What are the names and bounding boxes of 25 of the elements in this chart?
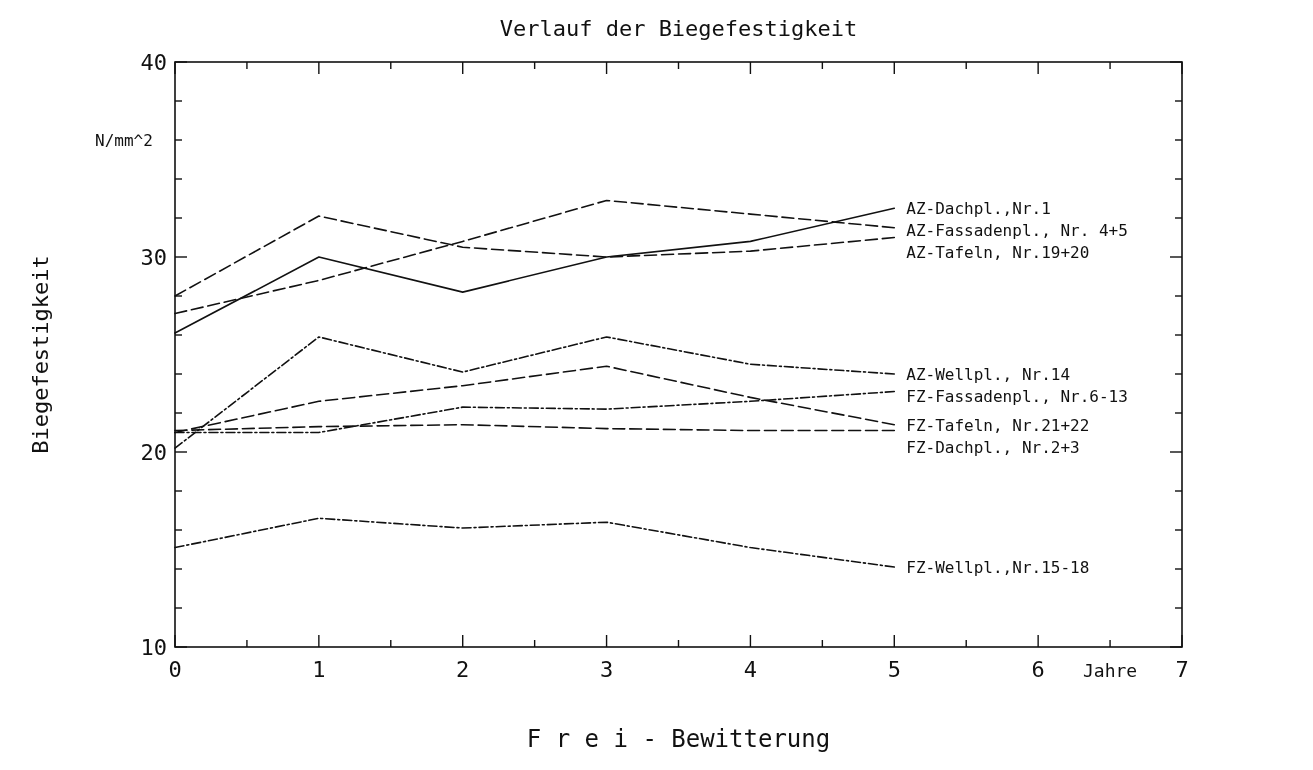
y-tick-label: 30 bbox=[140, 245, 167, 270]
series-label: AZ-Fassadenpl., Nr. 4+5 bbox=[906, 221, 1128, 241]
series-label: FZ-Dachpl., Nr.2+3 bbox=[906, 437, 1080, 457]
series-label: AZ-Tafeln, Nr.19+20 bbox=[906, 243, 1090, 263]
y-tick-label: 20 bbox=[140, 440, 167, 465]
y-tick-label: 10 bbox=[140, 635, 167, 660]
series-label: FZ-Tafeln, Nr.21+22 bbox=[906, 415, 1090, 435]
series-label: AZ-Dachpl.,Nr.1 bbox=[906, 199, 1051, 219]
x-tick-label: 2 bbox=[456, 657, 470, 682]
y-tick-label: 40 bbox=[140, 50, 167, 75]
x-tick-label: 3 bbox=[599, 657, 614, 682]
x-tick-label: 7 bbox=[1175, 657, 1189, 682]
series-label: AZ-Wellpl., Nr.14 bbox=[906, 365, 1071, 384]
series-label: FZ-Fassadenpl., Nr.6-13 bbox=[906, 387, 1128, 406]
x-tick-label: 4 bbox=[743, 657, 758, 682]
x-tick-label: 6 bbox=[1031, 657, 1045, 682]
x-tick-label: 5 bbox=[887, 657, 901, 682]
chart-title: Verlauf der Biegefestigkeit bbox=[499, 16, 858, 41]
x-tick-label: 1 bbox=[312, 657, 326, 682]
x-tick-label: 0 bbox=[168, 657, 182, 682]
x-axis-title: F r e i - Bewitterung bbox=[526, 725, 831, 753]
text: Jahre bbox=[1082, 660, 1138, 681]
text: N/mm^2 bbox=[95, 131, 153, 150]
y-axis-title: Biegefestigkeit bbox=[28, 255, 53, 454]
series-label: FZ-Wellpl.,Nr.15-18 bbox=[906, 558, 1090, 578]
